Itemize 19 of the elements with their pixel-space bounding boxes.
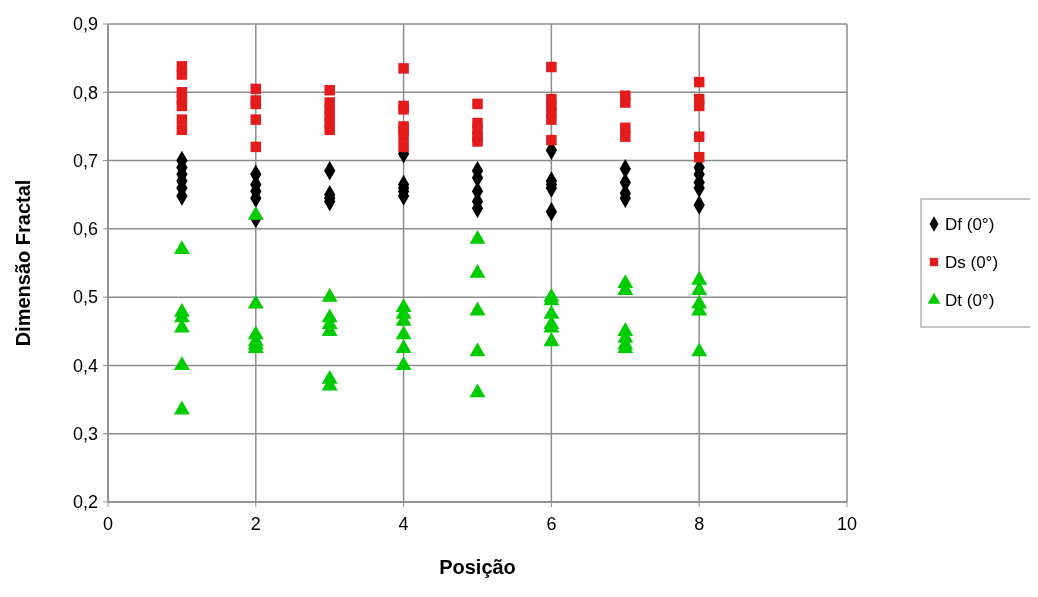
y-tick-label: 0,2 xyxy=(72,492,98,513)
legend-label: Df (0°) xyxy=(945,214,995,234)
legend-label: Dt (0°) xyxy=(945,290,995,310)
x-tick-label: 2 xyxy=(250,514,261,534)
x-tick-label: 6 xyxy=(546,514,557,534)
y-tick-label: 0,4 xyxy=(72,355,98,376)
y-axis-title: Dimensão Fractal xyxy=(12,179,34,347)
y-tick-label: 0,6 xyxy=(72,219,98,240)
x-axis-title: Posição xyxy=(439,556,516,578)
x-tick-label: 10 xyxy=(836,514,858,534)
y-tick-label: 0,9 xyxy=(72,14,98,35)
y-tick-label: 0,7 xyxy=(72,150,98,171)
y-tick-label: 0,3 xyxy=(72,424,98,445)
x-tick-label: 0 xyxy=(102,514,114,534)
y-tick-label: 0,5 xyxy=(72,287,98,308)
x-tick-label: 8 xyxy=(694,514,705,534)
y-tick-label: 0,8 xyxy=(72,82,98,103)
legend-label: Ds (0°) xyxy=(945,252,999,272)
x-tick-label: 4 xyxy=(398,514,409,534)
